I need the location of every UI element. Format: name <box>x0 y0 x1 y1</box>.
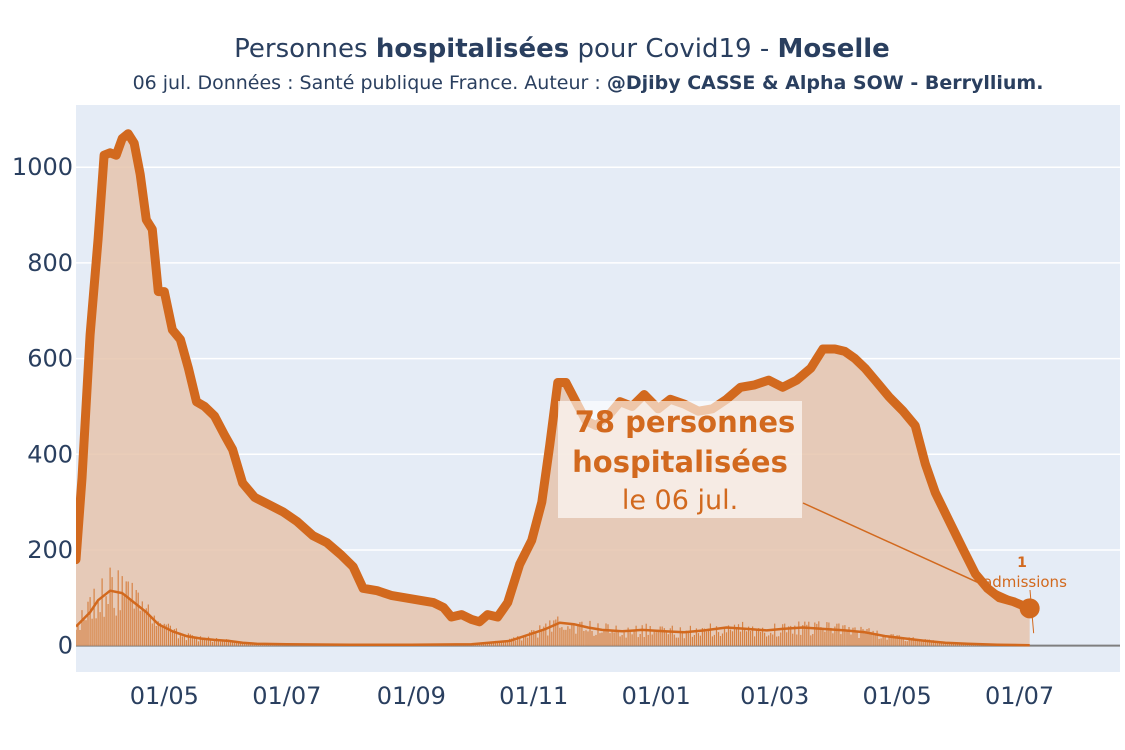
annotation-box <box>558 401 802 518</box>
y-tick-label: 600 <box>27 345 73 373</box>
x-axis-ticks: 01/05 01/07 01/09 01/11 01/01 01/03 01/05 01/07 <box>130 682 1054 710</box>
hospitalised-line <box>76 129 1035 627</box>
y-tick-label: 0 <box>58 632 73 660</box>
y-tick-label: 1000 <box>12 153 73 181</box>
admissions-line <box>76 589 1030 647</box>
x-tick-label: 01/01 <box>622 682 691 710</box>
last-value-marker <box>1019 598 1040 619</box>
annotation-value: 78 personnes <box>575 405 796 439</box>
admissions-value: 1 <box>1017 555 1027 571</box>
admissions-label: admissions <box>983 573 1067 591</box>
admissions-arrow <box>1029 589 1035 634</box>
x-tick-label: 01/11 <box>499 682 568 710</box>
x-tick-label: 01/09 <box>377 682 446 710</box>
y-tick-label: 200 <box>27 536 73 564</box>
y-tick-label: 400 <box>27 440 73 468</box>
annotation-arrow <box>802 502 1022 604</box>
x-tick-label: 01/05 <box>130 682 199 710</box>
x-tick-label: 01/07 <box>252 682 321 710</box>
chart-subtitle: 06 jul. Données : Santé publique France.… <box>133 72 1044 94</box>
annotation-label: hospitalisées <box>572 445 788 479</box>
y-tick-label: 800 <box>27 249 73 277</box>
annotation-date: le 06 jul. <box>622 485 738 516</box>
chart-title: Personnes hospitalisées pour Covid19 - M… <box>234 34 890 64</box>
x-tick-label: 01/05 <box>863 682 932 710</box>
x-tick-label: 01/03 <box>740 682 809 710</box>
x-tick-label: 01/07 <box>985 682 1054 710</box>
annotations: 78 personnes hospitalisées le 06 jul. 1 admi… <box>558 401 1067 634</box>
y-axis-ticks: 0 200 400 600 800 1000 <box>12 153 73 659</box>
